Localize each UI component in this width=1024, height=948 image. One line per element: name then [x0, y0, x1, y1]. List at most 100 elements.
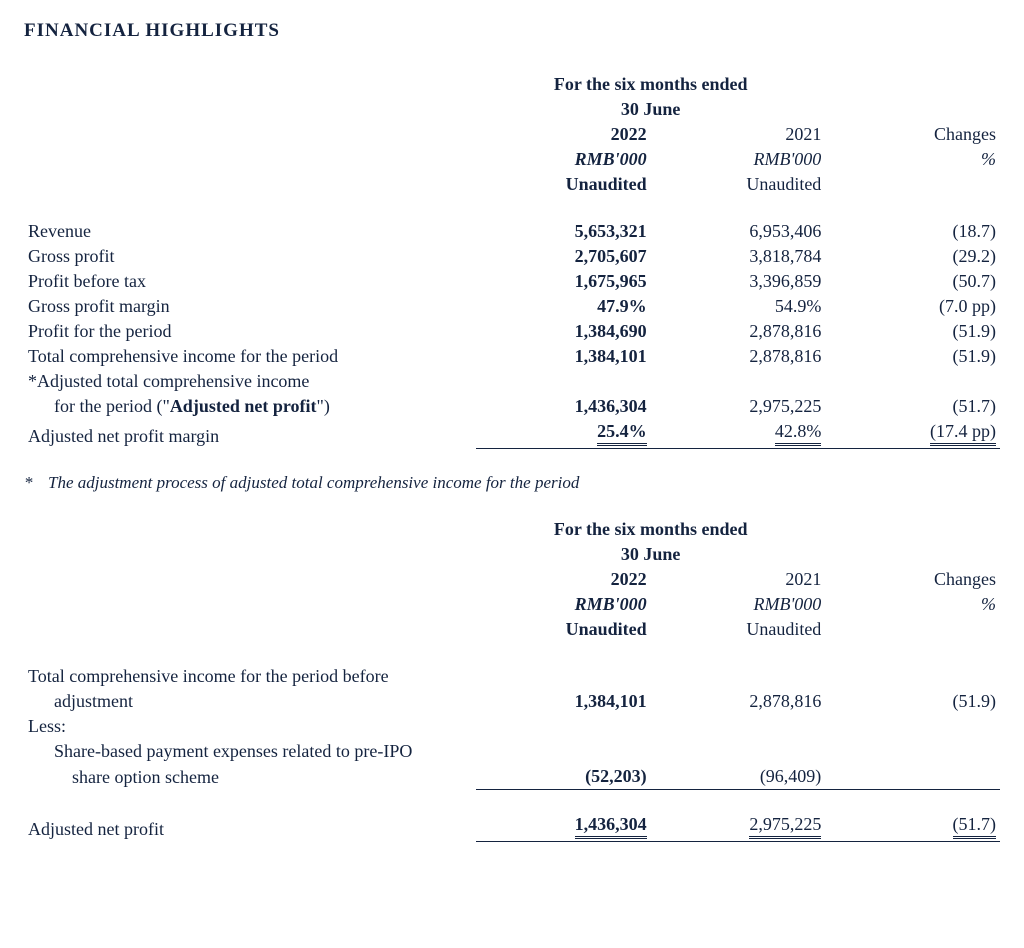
table-row: Less: [24, 714, 1000, 739]
cell-2021: 2,975,225 [651, 812, 826, 842]
table-row: share option scheme (52,203) (96,409) [24, 764, 1000, 790]
period-header-1: For the six months ended [476, 517, 825, 542]
cell-2022: 1,675,965 [476, 269, 651, 294]
col-changes: Changes [825, 567, 1000, 592]
header-row: 30 June [24, 542, 1000, 567]
col-audit-2021: Unaudited [651, 617, 826, 642]
row-label: Profit before tax [24, 269, 476, 294]
text: ") [316, 396, 329, 416]
header-row: For the six months ended [24, 72, 1000, 97]
financial-highlights-table-2: For the six months ended 30 June 2022 20… [24, 517, 1000, 842]
cell-2022: 5,653,321 [476, 219, 651, 244]
col-unit-2021: RMB'000 [651, 592, 826, 617]
row-label: Total comprehensive income for the perio… [24, 664, 476, 689]
cell-2021: 54.9% [651, 294, 826, 319]
cell-change: (17.4 pp) [825, 419, 1000, 449]
row-label: share option scheme [24, 764, 476, 790]
header-row: For the six months ended [24, 517, 1000, 542]
cell-change [825, 764, 1000, 790]
row-label: adjustment [24, 689, 476, 714]
header-row: 2022 2021 Changes [24, 567, 1000, 592]
table-row: for the period ("Adjusted net profit") 1… [24, 394, 1000, 419]
cell-change: (50.7) [825, 269, 1000, 294]
header-row: RMB'000 RMB'000 % [24, 592, 1000, 617]
cell-2021: 2,878,816 [651, 319, 826, 344]
header-row: RMB'000 RMB'000 % [24, 147, 1000, 172]
table-row: Gross profit margin 47.9% 54.9% (7.0 pp) [24, 294, 1000, 319]
table-row: Revenue 5,653,321 6,953,406 (18.7) [24, 219, 1000, 244]
cell-2021: 3,396,859 [651, 269, 826, 294]
period-header-2: 30 June [476, 97, 825, 122]
col-year-2022: 2022 [476, 122, 651, 147]
cell-2022: 2,705,607 [476, 244, 651, 269]
table-row: *Adjusted total comprehensive income [24, 369, 1000, 394]
table-row: Profit for the period 1,384,690 2,878,81… [24, 319, 1000, 344]
cell-2021: 2,878,816 [651, 689, 826, 714]
table-row: Adjusted net profit 1,436,304 2,975,225 … [24, 812, 1000, 842]
row-label: *Adjusted total comprehensive income [24, 369, 476, 394]
asterisk-icon: * [24, 473, 48, 493]
section-title: FINANCIAL HIGHLIGHTS [24, 20, 1000, 42]
row-label: Revenue [24, 219, 476, 244]
header-row: 30 June [24, 97, 1000, 122]
col-unit-2021: RMB'000 [651, 147, 826, 172]
row-label: Profit for the period [24, 319, 476, 344]
table-row: Profit before tax 1,675,965 3,396,859 (5… [24, 269, 1000, 294]
row-label: Adjusted net profit margin [24, 419, 476, 449]
cell-2022: 1,384,101 [476, 689, 651, 714]
cell-change: (51.7) [825, 812, 1000, 842]
row-label: Gross profit margin [24, 294, 476, 319]
cell-change: (7.0 pp) [825, 294, 1000, 319]
footnote: *The adjustment process of adjusted tota… [24, 473, 1000, 493]
cell-2021: 6,953,406 [651, 219, 826, 244]
col-year-2021: 2021 [651, 122, 826, 147]
text: for the period (" [54, 396, 170, 416]
cell-change: (18.7) [825, 219, 1000, 244]
col-unit-2022: RMB'000 [476, 592, 651, 617]
cell-2021: 3,818,784 [651, 244, 826, 269]
cell-2022: (52,203) [476, 764, 651, 790]
row-label: Total comprehensive income for the perio… [24, 344, 476, 369]
financial-highlights-table-1: For the six months ended 30 June 2022 20… [24, 72, 1000, 449]
cell-2021: 2,878,816 [651, 344, 826, 369]
period-header-2: 30 June [476, 542, 825, 567]
cell-2021: (96,409) [651, 764, 826, 790]
cell-2022: 1,436,304 [476, 812, 651, 842]
row-label: for the period ("Adjusted net profit") [24, 394, 476, 419]
header-row: 2022 2021 Changes [24, 122, 1000, 147]
cell-2022: 1,384,101 [476, 344, 651, 369]
cell-2022: 1,384,690 [476, 319, 651, 344]
cell-change: (51.9) [825, 689, 1000, 714]
header-row: Unaudited Unaudited [24, 172, 1000, 197]
row-label: Gross profit [24, 244, 476, 269]
header-row: Unaudited Unaudited [24, 617, 1000, 642]
text-bold: Adjusted net profit [170, 396, 317, 416]
col-changes: Changes [825, 122, 1000, 147]
col-pct: % [825, 147, 1000, 172]
cell-change: (51.9) [825, 319, 1000, 344]
cell-change: (29.2) [825, 244, 1000, 269]
table-row: Total comprehensive income for the perio… [24, 344, 1000, 369]
col-audit-2022: Unaudited [476, 172, 651, 197]
col-audit-2021: Unaudited [651, 172, 826, 197]
table-row: Gross profit 2,705,607 3,818,784 (29.2) [24, 244, 1000, 269]
cell-2021: 42.8% [651, 419, 826, 449]
cell-2022: 25.4% [476, 419, 651, 449]
footnote-text: The adjustment process of adjusted total… [48, 473, 579, 492]
cell-2022: 1,436,304 [476, 394, 651, 419]
row-label: Share-based payment expenses related to … [24, 739, 476, 764]
row-label: Adjusted net profit [24, 812, 476, 842]
col-pct: % [825, 592, 1000, 617]
col-year-2021: 2021 [651, 567, 826, 592]
cell-2021: 2,975,225 [651, 394, 826, 419]
row-label: Less: [24, 714, 476, 739]
cell-2022: 47.9% [476, 294, 651, 319]
table-row: Total comprehensive income for the perio… [24, 664, 1000, 689]
period-header-1: For the six months ended [476, 72, 825, 97]
table-row: Share-based payment expenses related to … [24, 739, 1000, 764]
cell-change: (51.9) [825, 344, 1000, 369]
col-year-2022: 2022 [476, 567, 651, 592]
table-row: adjustment 1,384,101 2,878,816 (51.9) [24, 689, 1000, 714]
table-row: Adjusted net profit margin 25.4% 42.8% (… [24, 419, 1000, 449]
col-unit-2022: RMB'000 [476, 147, 651, 172]
